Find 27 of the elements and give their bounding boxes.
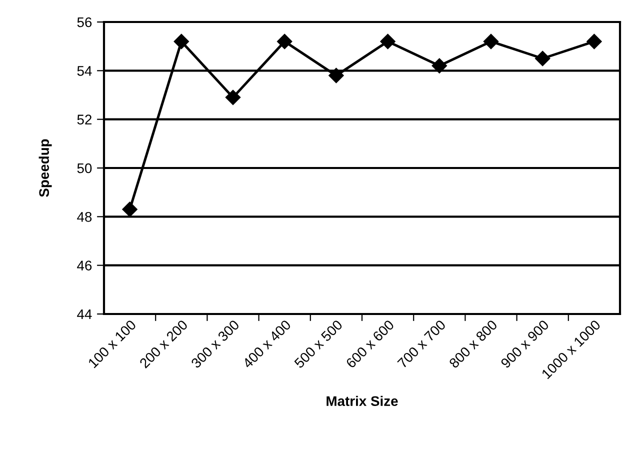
y-tick-label: 52 (77, 114, 92, 125)
x-tick-label: 700 x 700 (397, 319, 446, 369)
x-axis-title: Matrix Size (326, 396, 398, 406)
x-tick-label: 400 x 400 (242, 319, 292, 369)
point (174, 34, 189, 50)
point (432, 58, 447, 74)
x-tick-label: 800 x 800 (448, 319, 498, 369)
x-tick-label: 200 x 200 (139, 319, 188, 369)
y-tick-label: 56 (77, 17, 92, 28)
y-tick-label: 44 (77, 309, 92, 320)
x-tick-label: 100 x 100 (88, 319, 137, 368)
point (122, 202, 138, 217)
x-tick-label: 600 x 600 (345, 319, 395, 369)
y-tick-label: 46 (77, 260, 92, 271)
y-tick-label: 54 (77, 66, 92, 76)
point (328, 68, 344, 84)
y-tick-label: 50 (77, 163, 92, 174)
point (277, 34, 292, 50)
y-axis-title: Speedup (38, 139, 52, 197)
point (586, 34, 602, 50)
point (483, 34, 499, 50)
point (535, 50, 550, 66)
x-tick-label: 500 x 500 (294, 319, 344, 369)
point (225, 90, 241, 106)
y-tick-label: 48 (77, 212, 92, 222)
x-tick-label: 300 x 300 (190, 319, 240, 369)
point (380, 34, 396, 50)
